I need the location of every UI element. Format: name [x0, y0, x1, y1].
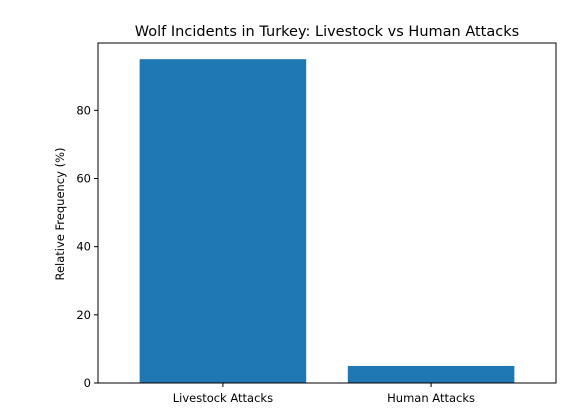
x-tick-label: Human Attacks — [387, 391, 475, 405]
chart-title: Wolf Incidents in Turkey: Livestock vs H… — [135, 24, 519, 40]
y-axis-label: Relative Frequency (%) — [53, 148, 67, 281]
y-tick-label: 40 — [76, 240, 91, 254]
bars-layer — [139, 59, 515, 383]
y-tick-label: 80 — [76, 103, 91, 117]
bar-livestock-attacks — [139, 59, 307, 383]
y-tick-label: 0 — [84, 376, 91, 390]
plot-frame — [97, 42, 557, 384]
axes-layer — [97, 42, 557, 384]
bar-human-attacks — [347, 365, 515, 383]
x-tick-label: Livestock Attacks — [173, 391, 273, 405]
ticks-layer: 0 20 40 60 80 Livestock Attacks Human Attacks — [76, 103, 475, 405]
y-tick-label: 20 — [76, 308, 91, 322]
y-tick-label: 60 — [76, 171, 91, 185]
